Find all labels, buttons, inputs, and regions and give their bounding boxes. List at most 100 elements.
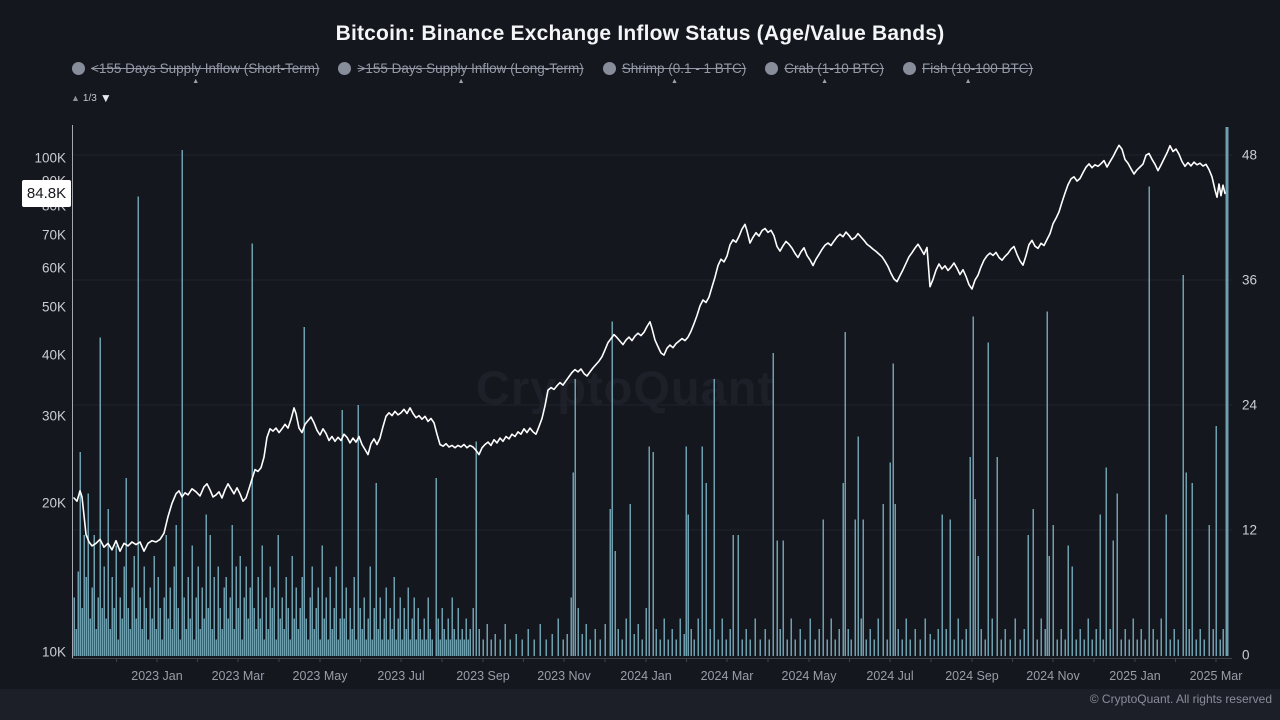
inflow-bar (533, 639, 535, 656)
inflow-bar (869, 628, 871, 656)
legend-page-up-icon[interactable]: ▲ (71, 93, 80, 103)
inflow-bar (521, 639, 523, 656)
inflow-bar (73, 597, 75, 656)
inflow-bar (1208, 524, 1210, 656)
inflow-bar (818, 628, 820, 656)
inflow-bar (641, 639, 643, 656)
legend-item-shrimp[interactable]: Shrimp (0.1 - 1 BTC) ▲ (602, 61, 746, 85)
inflow-bar (293, 618, 295, 656)
inflow-bar (367, 618, 369, 656)
inflow-bar (223, 587, 225, 656)
inflow-bar (937, 628, 939, 656)
inflow-bar (105, 618, 107, 656)
inflow-bar (725, 639, 727, 656)
inflow-bar (1027, 535, 1029, 656)
inflow-bar (764, 628, 766, 656)
inflow-bar (359, 608, 361, 656)
x-axis-label: 2023 Nov (537, 669, 591, 683)
legend-item-label: >155 Days Supply Inflow (Long-Term) (357, 61, 584, 76)
inflow-bar (193, 639, 195, 656)
inflow-bar (173, 566, 175, 656)
left-axis-label: 60K (41, 260, 66, 276)
inflow-bar (129, 628, 131, 656)
inflow-bar (772, 352, 774, 656)
inflow-bar (589, 639, 591, 656)
inflow-bar (854, 519, 856, 656)
inflow-bar (865, 639, 867, 656)
inflow-bar (275, 639, 277, 656)
inflow-bar (349, 608, 351, 656)
inflow-bar (259, 618, 261, 656)
inflow-bar (984, 639, 986, 656)
inflow-bar (1219, 639, 1221, 656)
inflow-bar (455, 639, 457, 656)
right-axis-label: 24 (1242, 397, 1258, 413)
inflow-bar (822, 519, 824, 656)
inflow-bar (165, 535, 167, 656)
inflow-bar (187, 576, 189, 656)
inflow-bar (139, 597, 141, 656)
inflow-bar (419, 628, 421, 656)
x-axis-label: 2024 May (781, 669, 837, 683)
inflow-bar (449, 639, 451, 656)
inflow-bar (611, 321, 613, 656)
inflow-bar (457, 608, 459, 656)
inflow-bar (1056, 639, 1058, 656)
inflow-bar (1191, 483, 1193, 656)
copyright-text: © CryptoQuant. All rights reserved (1089, 692, 1272, 706)
inflow-bar (745, 628, 747, 656)
inflow-bar (768, 639, 770, 656)
inflow-bar (572, 472, 574, 656)
inflow-bar (309, 597, 311, 656)
inflow-bar (117, 639, 119, 656)
inflow-bar (233, 628, 235, 656)
inflow-bar (357, 405, 359, 656)
inflow-bar (87, 493, 89, 656)
legend-item-short-term-inflow[interactable]: <155 Days Supply Inflow (Short-Term) ▲ (72, 61, 319, 85)
inflow-bar (901, 639, 903, 656)
inflow-bar (729, 628, 731, 656)
inflow-bar (169, 587, 171, 656)
left-axis-label: 50K (41, 299, 66, 315)
inflow-bar (914, 628, 916, 656)
inflow-bar (435, 477, 437, 656)
inflow-bar (1014, 618, 1016, 656)
x-axis-label: 2023 Jul (377, 669, 425, 683)
inflow-bar (99, 337, 101, 656)
inflow-bar (961, 639, 963, 656)
inflow-bar (123, 566, 125, 656)
inflow-bar (687, 514, 689, 656)
legend-item-fish[interactable]: Fish (10-100 BTC) ▲ (903, 61, 1033, 85)
inflow-bar (838, 628, 840, 656)
inflow-bar (127, 608, 129, 656)
inflow-bar (1148, 186, 1150, 656)
left-axis-label: 100K (34, 150, 66, 166)
inflow-bar (209, 535, 211, 656)
inflow-bar (834, 639, 836, 656)
right-axis-label: 0 (1242, 647, 1250, 663)
inflow-bar (886, 639, 888, 656)
inflow-bar (604, 623, 606, 656)
legend-page-down-icon[interactable]: ▼ (99, 91, 112, 105)
footer-bar: © CryptoQuant. All rights reserved (0, 689, 1280, 720)
inflow-bar (1132, 618, 1134, 656)
inflow-bar (482, 639, 484, 656)
inflow-bar (389, 608, 391, 656)
inflow-bar (1044, 628, 1046, 656)
inflow-bar (231, 524, 233, 656)
inflow-bar (1177, 639, 1179, 656)
inflow-bar (685, 446, 687, 656)
inflow-bar (417, 608, 419, 656)
legend-item-long-term-inflow[interactable]: >155 Days Supply Inflow (Long-Term) ▲ (338, 61, 584, 85)
inflow-bar (151, 618, 153, 656)
inflow-bar (371, 639, 373, 656)
inflow-bar (147, 639, 149, 656)
inflow-bar (423, 618, 425, 656)
inflow-bar (713, 378, 715, 656)
inflow-bar (933, 639, 935, 656)
legend-item-crab[interactable]: Crab (1-10 BTC) ▲ (765, 61, 884, 85)
inflow-bar (443, 628, 445, 656)
inflow-bar (539, 623, 541, 656)
inflow-bar (717, 639, 719, 656)
